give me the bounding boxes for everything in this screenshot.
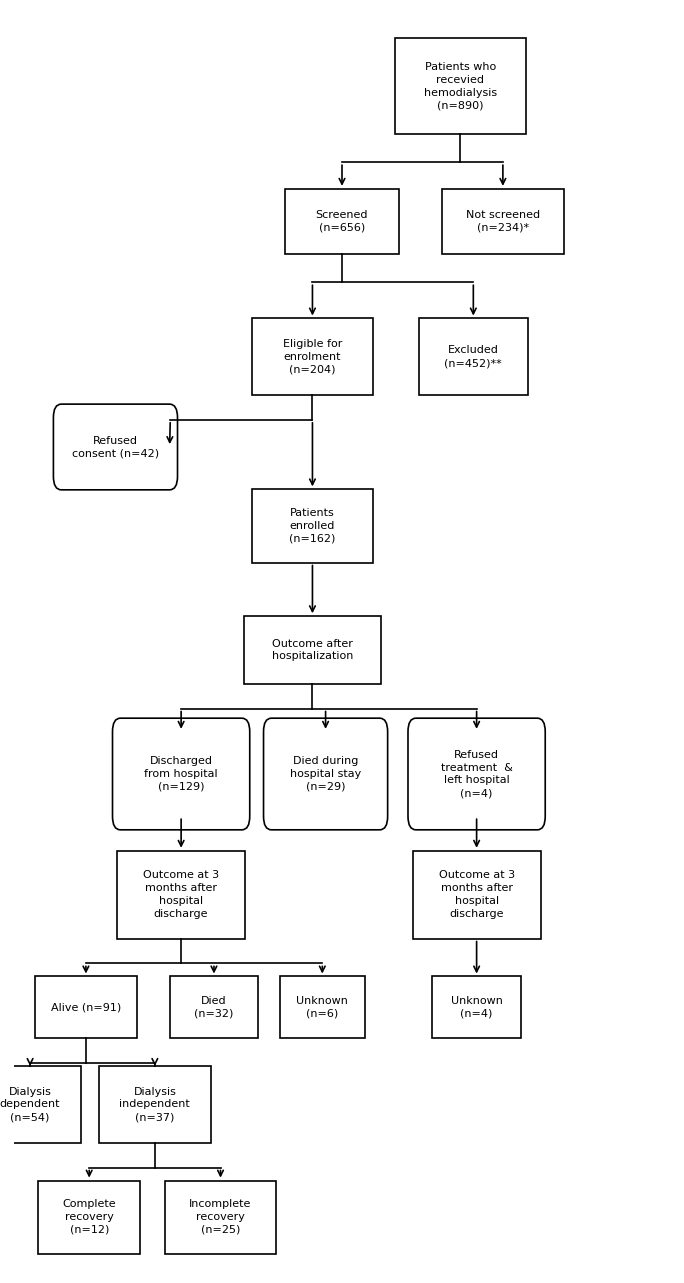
Text: Patients
enrolled
(n=162): Patients enrolled (n=162) bbox=[289, 508, 336, 544]
FancyBboxPatch shape bbox=[35, 976, 137, 1038]
Text: Refused
treatment  &
left hospital
(n=4): Refused treatment & left hospital (n=4) bbox=[440, 749, 512, 798]
FancyBboxPatch shape bbox=[99, 1066, 211, 1143]
FancyBboxPatch shape bbox=[117, 851, 245, 939]
Text: Outcome at 3
months after
hospital
discharge: Outcome at 3 months after hospital disch… bbox=[438, 870, 514, 919]
FancyBboxPatch shape bbox=[263, 718, 388, 830]
Text: Outcome at 3
months after
hospital
discharge: Outcome at 3 months after hospital disch… bbox=[143, 870, 219, 919]
FancyBboxPatch shape bbox=[432, 976, 521, 1038]
FancyBboxPatch shape bbox=[412, 851, 540, 939]
Text: Unknown
(n=4): Unknown (n=4) bbox=[451, 996, 503, 1019]
FancyBboxPatch shape bbox=[442, 189, 564, 254]
Text: Patients who
recevied
hemodialysis
(n=890): Patients who recevied hemodialysis (n=89… bbox=[423, 62, 497, 110]
FancyBboxPatch shape bbox=[244, 616, 382, 684]
Text: Dialysis
independent
(n=37): Dialysis independent (n=37) bbox=[120, 1087, 190, 1123]
FancyBboxPatch shape bbox=[38, 1180, 140, 1253]
FancyBboxPatch shape bbox=[419, 318, 527, 395]
FancyBboxPatch shape bbox=[280, 976, 365, 1038]
FancyBboxPatch shape bbox=[395, 38, 526, 133]
Text: Died during
hospital stay
(n=29): Died during hospital stay (n=29) bbox=[290, 756, 361, 792]
FancyBboxPatch shape bbox=[0, 1066, 81, 1143]
Text: Complete
recovery
(n=12): Complete recovery (n=12) bbox=[62, 1200, 116, 1236]
Text: Alive (n=91): Alive (n=91) bbox=[51, 1002, 121, 1012]
Text: Outcome after
hospitalization: Outcome after hospitalization bbox=[272, 639, 353, 661]
FancyBboxPatch shape bbox=[285, 189, 399, 254]
FancyBboxPatch shape bbox=[112, 718, 250, 830]
FancyBboxPatch shape bbox=[170, 976, 259, 1038]
Text: Discharged
from hospital
(n=129): Discharged from hospital (n=129) bbox=[144, 756, 218, 792]
FancyBboxPatch shape bbox=[252, 318, 373, 395]
Text: Screened
(n=656): Screened (n=656) bbox=[316, 210, 368, 232]
Text: Not screened
(n=234)*: Not screened (n=234)* bbox=[466, 210, 540, 232]
Text: Excluded
(n=452)**: Excluded (n=452)** bbox=[445, 345, 502, 368]
Text: Eligible for
enrolment
(n=204): Eligible for enrolment (n=204) bbox=[282, 339, 342, 375]
FancyBboxPatch shape bbox=[53, 404, 178, 490]
Text: Dialysis
dependent
(n=54): Dialysis dependent (n=54) bbox=[0, 1087, 60, 1123]
Text: Unknown
(n=6): Unknown (n=6) bbox=[296, 996, 348, 1019]
Text: Refused
consent (n=42): Refused consent (n=42) bbox=[72, 436, 159, 458]
Text: Incomplete
recovery
(n=25): Incomplete recovery (n=25) bbox=[189, 1200, 252, 1236]
FancyBboxPatch shape bbox=[408, 718, 545, 830]
FancyBboxPatch shape bbox=[165, 1180, 276, 1253]
FancyBboxPatch shape bbox=[252, 489, 373, 562]
Text: Died
(n=32): Died (n=32) bbox=[194, 996, 234, 1019]
